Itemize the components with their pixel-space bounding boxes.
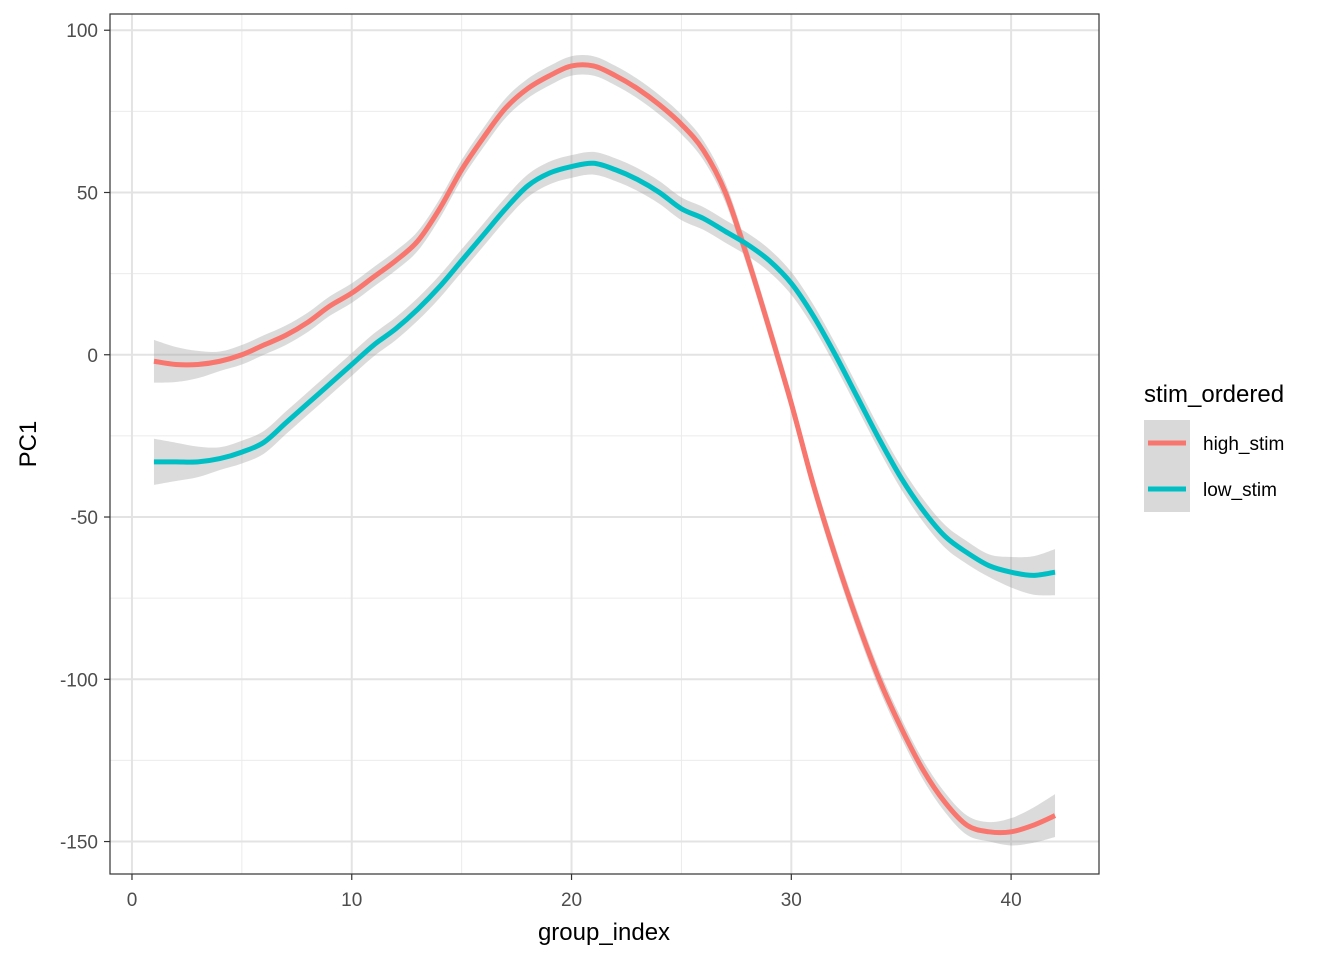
legend-title: stim_ordered xyxy=(1144,381,1284,408)
series-line-low_stim xyxy=(153,160,1056,578)
plot-panel xyxy=(110,14,1099,874)
series-lines xyxy=(153,62,1057,836)
grid-major xyxy=(110,14,1099,874)
grid-minor xyxy=(110,14,1099,874)
x-tick-label: 0 xyxy=(127,890,138,911)
y-tick-label: 0 xyxy=(87,346,98,367)
legend-label-low_stim: low_stim xyxy=(1203,480,1277,501)
legend-items: high_stim low_stim xyxy=(1144,420,1284,512)
plot-border xyxy=(109,13,1100,875)
y-tick-label: 100 xyxy=(66,21,98,42)
legend: stim_ordered high_stim low_stim xyxy=(1144,381,1284,512)
x-tick-label: 40 xyxy=(1001,890,1022,911)
x-tick-label: 10 xyxy=(341,890,362,911)
x-tick-label: 30 xyxy=(781,890,802,911)
y-axis: 100 50 0 -50 -100 -150 xyxy=(60,21,110,854)
series-line-high_stim xyxy=(153,62,1057,836)
x-axis: 0 10 20 30 40 xyxy=(127,874,1022,911)
y-tick-label: -100 xyxy=(60,670,98,691)
legend-label-high_stim: high_stim xyxy=(1203,434,1284,455)
x-axis-title: group_index xyxy=(538,919,670,946)
y-tick-label: 50 xyxy=(77,183,98,204)
y-axis-title: PC1 xyxy=(15,421,42,468)
x-tick-label: 20 xyxy=(561,890,582,911)
y-tick-label: -50 xyxy=(71,508,98,529)
y-tick-label: -150 xyxy=(60,833,98,854)
